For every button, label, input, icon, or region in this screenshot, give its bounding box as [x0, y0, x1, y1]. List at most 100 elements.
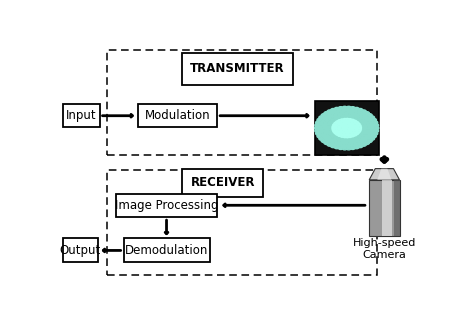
- Bar: [315, 101, 379, 155]
- Circle shape: [369, 132, 374, 135]
- Circle shape: [327, 113, 332, 117]
- Circle shape: [324, 115, 329, 119]
- Circle shape: [357, 117, 362, 121]
- Circle shape: [357, 122, 362, 125]
- Circle shape: [358, 144, 363, 148]
- Circle shape: [333, 140, 338, 143]
- Circle shape: [346, 133, 351, 137]
- Circle shape: [336, 115, 341, 119]
- Circle shape: [324, 138, 329, 141]
- Circle shape: [316, 132, 321, 135]
- Circle shape: [360, 112, 365, 116]
- Circle shape: [356, 111, 362, 114]
- Polygon shape: [377, 168, 392, 180]
- Circle shape: [350, 120, 355, 123]
- Circle shape: [365, 132, 370, 135]
- Circle shape: [328, 120, 333, 124]
- Circle shape: [323, 132, 328, 135]
- Circle shape: [350, 107, 356, 110]
- Circle shape: [352, 141, 357, 144]
- Circle shape: [341, 136, 346, 139]
- Circle shape: [346, 106, 351, 110]
- Circle shape: [373, 121, 378, 124]
- Bar: [182, 168, 263, 197]
- Text: TRANSMITTER: TRANSMITTER: [190, 62, 285, 75]
- Circle shape: [370, 124, 375, 127]
- Circle shape: [338, 146, 343, 149]
- Bar: [369, 180, 400, 236]
- Circle shape: [358, 115, 364, 118]
- Circle shape: [353, 131, 358, 134]
- Circle shape: [367, 114, 372, 117]
- Circle shape: [340, 111, 346, 115]
- Circle shape: [318, 128, 323, 131]
- Circle shape: [363, 129, 367, 133]
- Circle shape: [327, 140, 332, 143]
- Circle shape: [337, 143, 342, 147]
- Circle shape: [351, 124, 356, 127]
- Circle shape: [359, 119, 365, 122]
- Circle shape: [332, 121, 337, 124]
- Circle shape: [344, 111, 349, 115]
- Circle shape: [354, 145, 359, 149]
- Circle shape: [341, 127, 346, 131]
- Bar: [394, 180, 400, 236]
- Circle shape: [351, 129, 356, 132]
- Circle shape: [370, 126, 375, 130]
- Circle shape: [367, 139, 372, 143]
- Circle shape: [355, 120, 360, 123]
- Circle shape: [361, 110, 366, 113]
- Circle shape: [342, 119, 347, 122]
- Circle shape: [359, 133, 365, 137]
- Circle shape: [367, 134, 373, 138]
- Circle shape: [330, 141, 335, 145]
- Circle shape: [338, 120, 344, 123]
- Circle shape: [353, 143, 358, 146]
- Circle shape: [327, 117, 332, 120]
- Circle shape: [337, 109, 342, 113]
- Circle shape: [346, 128, 352, 132]
- Circle shape: [369, 116, 374, 119]
- Circle shape: [322, 126, 327, 130]
- Circle shape: [345, 117, 350, 120]
- Circle shape: [330, 111, 335, 115]
- Circle shape: [351, 138, 356, 142]
- Bar: [124, 238, 210, 262]
- Circle shape: [337, 128, 342, 131]
- Circle shape: [330, 138, 335, 142]
- Circle shape: [363, 126, 368, 130]
- Circle shape: [328, 133, 333, 136]
- Text: Image Processing: Image Processing: [115, 199, 219, 212]
- Circle shape: [330, 144, 336, 148]
- Circle shape: [360, 140, 365, 144]
- Circle shape: [366, 124, 372, 127]
- Circle shape: [345, 131, 350, 135]
- Circle shape: [365, 121, 370, 125]
- Circle shape: [348, 117, 354, 121]
- Circle shape: [348, 111, 353, 115]
- Circle shape: [348, 141, 353, 145]
- Circle shape: [356, 142, 362, 145]
- Circle shape: [337, 125, 342, 129]
- Circle shape: [346, 146, 351, 150]
- Circle shape: [322, 117, 327, 121]
- Circle shape: [355, 133, 360, 136]
- Circle shape: [347, 139, 352, 142]
- Circle shape: [338, 123, 344, 126]
- Circle shape: [327, 110, 332, 113]
- Circle shape: [363, 114, 368, 118]
- Circle shape: [363, 124, 367, 127]
- Circle shape: [339, 114, 345, 118]
- Circle shape: [355, 129, 360, 133]
- Circle shape: [349, 144, 354, 147]
- Circle shape: [317, 134, 322, 138]
- Bar: [63, 104, 100, 127]
- Circle shape: [341, 144, 346, 147]
- Circle shape: [352, 118, 357, 122]
- Circle shape: [365, 141, 369, 145]
- Circle shape: [361, 136, 366, 140]
- Circle shape: [344, 142, 349, 145]
- Circle shape: [345, 144, 350, 147]
- Circle shape: [318, 125, 323, 128]
- Polygon shape: [369, 168, 400, 180]
